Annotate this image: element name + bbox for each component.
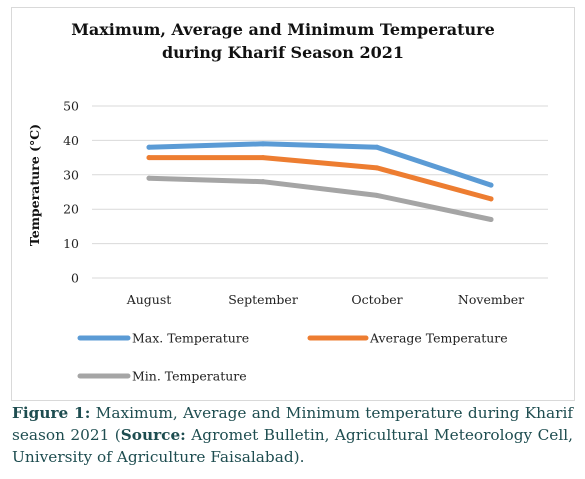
- figure-caption: Figure 1: Maximum, Average and Minimum t…: [12, 402, 573, 468]
- y-tick-label: 50: [63, 99, 79, 114]
- caption-text-2: Agromet Bulletin, Agricultural Meteorolo…: [12, 426, 574, 466]
- x-tick-label: September: [228, 292, 298, 307]
- chart-title-line-2: during Kharif Season 2021: [162, 43, 404, 62]
- y-tick-label: 30: [63, 167, 79, 182]
- data-point: [146, 175, 152, 181]
- y-tick-label: 10: [63, 236, 79, 251]
- legend-label: Average Temperature: [369, 331, 508, 346]
- y-axis-ticks: 0 10 20 30 40 50: [63, 99, 79, 286]
- data-point: [260, 179, 266, 185]
- data-point: [488, 196, 494, 202]
- caption-label: Figure 1:: [12, 404, 91, 422]
- x-tick-label: October: [351, 292, 402, 307]
- x-tick-label: November: [458, 292, 524, 307]
- series-line: [146, 175, 494, 222]
- data-point: [488, 217, 494, 223]
- data-point: [260, 141, 266, 147]
- data-point: [374, 165, 380, 171]
- data-point: [146, 155, 152, 161]
- caption-source-label: Source:: [120, 426, 186, 444]
- y-tick-label: 40: [63, 133, 79, 148]
- series-line: [146, 141, 494, 188]
- y-tick-label: 20: [63, 202, 79, 217]
- chart-frame: Maximum, Average and Minimum Temperature…: [11, 7, 575, 401]
- data-point: [374, 192, 380, 198]
- series-line: [146, 155, 494, 202]
- y-axis-title: Temperature (°C): [27, 124, 42, 246]
- y-tick-label: 0: [71, 271, 79, 286]
- x-axis-ticks: August September October November: [126, 292, 524, 307]
- data-point: [146, 144, 152, 150]
- data-point: [488, 182, 494, 188]
- series-lines: [146, 141, 494, 223]
- caption-text-1: Maximum, Average and Minimum temperature…: [12, 404, 573, 444]
- x-tick-label: August: [126, 292, 172, 307]
- line-chart: Maximum, Average and Minimum Temperature…: [27, 20, 548, 384]
- chart-title-line-1: Maximum, Average and Minimum Temperature: [71, 20, 495, 39]
- gridlines: [92, 105, 548, 279]
- data-point: [260, 155, 266, 161]
- legend: Max. Temperature Average Temperature Min. …: [77, 331, 508, 384]
- data-point: [374, 144, 380, 150]
- legend-label: Max. Temperature: [132, 331, 249, 346]
- legend-label: Min. Temperature: [132, 369, 247, 384]
